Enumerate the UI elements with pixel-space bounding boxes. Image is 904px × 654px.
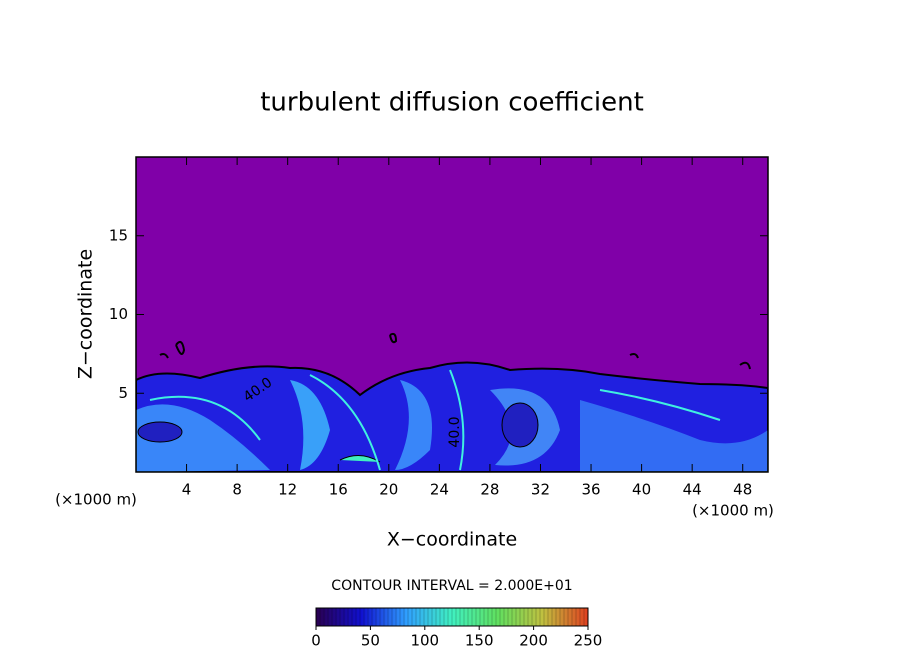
colorbar-tick-label: 0 xyxy=(311,632,321,650)
x-tick-label: 36 xyxy=(581,481,600,499)
x-tick-label: 48 xyxy=(733,481,752,499)
contour-field xyxy=(136,332,768,472)
x-tick-label: 24 xyxy=(430,481,449,499)
x-tick-label: 16 xyxy=(329,481,348,499)
chart-title: turbulent diffusion coefficient xyxy=(260,88,644,118)
contour-interval: CONTOUR INTERVAL = 2.000E+01 xyxy=(331,578,572,594)
x-tick-label: 40 xyxy=(632,481,651,499)
x-tick-label: 8 xyxy=(232,481,242,499)
x-tick-label: 44 xyxy=(683,481,702,499)
contour-label: 40.0 xyxy=(447,416,463,447)
y-unit: (×1000 m) xyxy=(55,491,137,509)
y-tick-label: 10 xyxy=(109,305,128,323)
colorbar-tick-label: 250 xyxy=(574,632,603,650)
contour-region xyxy=(136,404,270,472)
contour-region xyxy=(137,421,183,443)
colorbar-tick-label: 50 xyxy=(361,632,380,650)
contour-region xyxy=(290,380,330,470)
contour-line xyxy=(159,332,751,370)
y-tick-label: 5 xyxy=(118,384,128,402)
colorbar-tick-label: 150 xyxy=(465,632,494,650)
x-tick-label: 28 xyxy=(480,481,499,499)
y-tick-label: 15 xyxy=(109,226,128,244)
x-tick-label: 32 xyxy=(531,481,550,499)
contour-region xyxy=(580,400,768,472)
colorbar xyxy=(315,607,589,627)
x-tick-label: 4 xyxy=(182,481,192,499)
x-tick-label: 20 xyxy=(379,481,398,499)
y-axis-label: Z−coordinate xyxy=(75,249,97,379)
x-tick-label: 12 xyxy=(278,481,297,499)
colorbar-tick-label: 200 xyxy=(519,632,548,650)
colorbar-tick-label: 100 xyxy=(410,632,439,650)
x-unit: (×1000 m) xyxy=(692,502,774,520)
contour-region xyxy=(395,380,432,470)
x-axis-label: X−coordinate xyxy=(387,529,517,551)
contour-line xyxy=(149,369,721,471)
contour-region xyxy=(501,402,539,448)
